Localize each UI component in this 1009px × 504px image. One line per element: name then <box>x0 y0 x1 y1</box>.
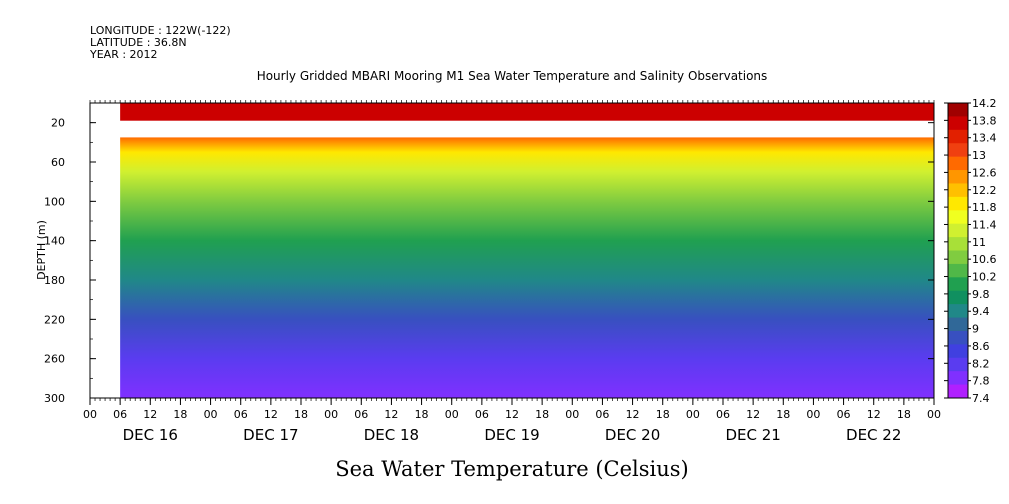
x-hour-tick-label: 06 <box>475 408 489 421</box>
x-hour-tick-label: 18 <box>535 408 549 421</box>
colorbar-tick-label: 12.2 <box>972 184 997 197</box>
colorbar-swatch <box>948 304 968 319</box>
y-tick-label: 60 <box>51 156 65 169</box>
x-day-label: DEC 20 <box>605 426 660 444</box>
x-hour-tick-label: 12 <box>505 408 519 421</box>
x-hour-tick-label: 06 <box>837 408 851 421</box>
x-hour-tick-label: 00 <box>445 408 459 421</box>
colorbar-tick-label: 11 <box>972 236 986 249</box>
x-hour-tick-label: 18 <box>294 408 308 421</box>
colorbar-tick-label: 14.2 <box>972 97 997 110</box>
x-day-label: DEC 22 <box>846 426 901 444</box>
colorbar-swatch <box>948 223 968 238</box>
colorbar-swatch <box>948 357 968 372</box>
colorbar-label: Sea Water Temperature (Celsius) <box>335 457 689 481</box>
x-hour-tick-label: 06 <box>113 408 127 421</box>
colorbar-tick-label: 8.2 <box>972 357 990 370</box>
colorbar-tick-label: 13 <box>972 149 986 162</box>
colorbar-swatch <box>948 196 968 211</box>
surface-band <box>120 103 934 121</box>
x-hour-tick-label: 06 <box>716 408 730 421</box>
x-hour-tick-label: 12 <box>143 408 157 421</box>
colorbar-swatch <box>948 317 968 332</box>
year-label: YEAR : 2012 <box>90 48 158 61</box>
x-hour-tick-label: 06 <box>595 408 609 421</box>
colorbar-swatch <box>948 344 968 359</box>
x-hour-tick-label: 18 <box>415 408 429 421</box>
x-hour-tick-label: 06 <box>354 408 368 421</box>
x-day-label: DEC 21 <box>725 426 780 444</box>
y-tick-label: 220 <box>44 313 65 326</box>
x-hour-tick-label: 18 <box>897 408 911 421</box>
colorbar: 14.2 13.8 13.4 13 12.6 12.2 11.8 11.4 11 10.6 10.2… <box>944 97 997 405</box>
colorbar-swatch <box>948 263 968 278</box>
colorbar-tick-label: 7.8 <box>972 375 990 388</box>
colorbar-swatch <box>948 116 968 131</box>
latitude-label: LATITUDE : 36.8N <box>90 36 187 49</box>
x-hour-tick-label: 12 <box>867 408 881 421</box>
x-hour-tick-label: 06 <box>234 408 248 421</box>
colorbar-swatch <box>948 330 968 345</box>
y-tick-label: 140 <box>44 235 65 248</box>
colorbar-tick-label: 10.6 <box>972 253 997 266</box>
x-day-label: DEC 17 <box>243 426 298 444</box>
colorbar-tick-label: 9.4 <box>972 305 990 318</box>
colorbar-swatch <box>948 156 968 171</box>
y-tick-label: 260 <box>44 353 65 366</box>
colorbar-tick-label: 12.6 <box>972 166 997 179</box>
colorbar-swatch <box>948 371 968 386</box>
x-day-label: DEC 18 <box>364 426 419 444</box>
colorbar-swatch <box>948 143 968 158</box>
y-axis-label: DEPTH (m) <box>35 220 48 280</box>
longitude-label: LONGITUDE : 122W(-122) <box>90 24 231 37</box>
x-hour-tick-label: 18 <box>776 408 790 421</box>
y-tick-label: 300 <box>44 392 65 405</box>
colorbar-swatch <box>948 277 968 292</box>
colorbar-tick-label: 9 <box>972 323 979 336</box>
x-hour-tick-label: 12 <box>264 408 278 421</box>
colorbar-swatch <box>948 290 968 305</box>
colorbar-swatch <box>948 103 968 117</box>
colorbar-tick-label: 7.4 <box>972 392 990 405</box>
colorbar-tick-label: 10.2 <box>972 271 997 284</box>
colorbar-tick-label: 8.6 <box>972 340 990 353</box>
chart-title: Hourly Gridded MBARI Mooring M1 Sea Wate… <box>257 69 768 83</box>
x-hour-tick-label: 00 <box>324 408 338 421</box>
x-day-label: DEC 19 <box>484 426 539 444</box>
y-tick-label: 100 <box>44 195 65 208</box>
colorbar-swatch <box>948 129 968 144</box>
x-hour-tick-label: 00 <box>686 408 700 421</box>
heatmap-area <box>120 103 934 398</box>
x-day-label: DEC 16 <box>123 426 178 444</box>
x-hour-tick-label: 00 <box>806 408 820 421</box>
colorbar-swatch <box>948 210 968 225</box>
axes: 20 60 100 140 180 220 260 300 00 06 12 18 00 06 12 18 00… <box>44 100 941 444</box>
x-hour-tick-label: 12 <box>746 408 760 421</box>
y-tick-label: 180 <box>44 274 65 287</box>
colorbar-tick-label: 11.8 <box>972 201 997 214</box>
colorbar-swatch <box>948 237 968 251</box>
x-hour-tick-label: 00 <box>927 408 941 421</box>
x-hour-tick-label: 12 <box>384 408 398 421</box>
x-hour-tick-label: 18 <box>173 408 187 421</box>
colorbar-swatch <box>948 250 968 265</box>
colorbar-tick-label: 11.4 <box>972 218 997 231</box>
colorbar-swatch <box>948 183 968 198</box>
colorbar-swatch <box>948 384 968 399</box>
x-hour-tick-label: 18 <box>656 408 670 421</box>
temperature-field <box>120 137 934 398</box>
y-tick-label: 20 <box>51 117 65 130</box>
x-hour-tick-label: 00 <box>565 408 579 421</box>
x-hour-tick-label: 12 <box>626 408 640 421</box>
x-hour-tick-label: 00 <box>204 408 218 421</box>
colorbar-tick-label: 9.8 <box>972 288 990 301</box>
colorbar-tick-label: 13.4 <box>972 132 997 145</box>
colorbar-frame <box>947 102 969 399</box>
x-hour-tick-label: 00 <box>83 408 97 421</box>
colorbar-swatch <box>948 170 968 184</box>
colorbar-tick-label: 13.8 <box>972 114 997 127</box>
